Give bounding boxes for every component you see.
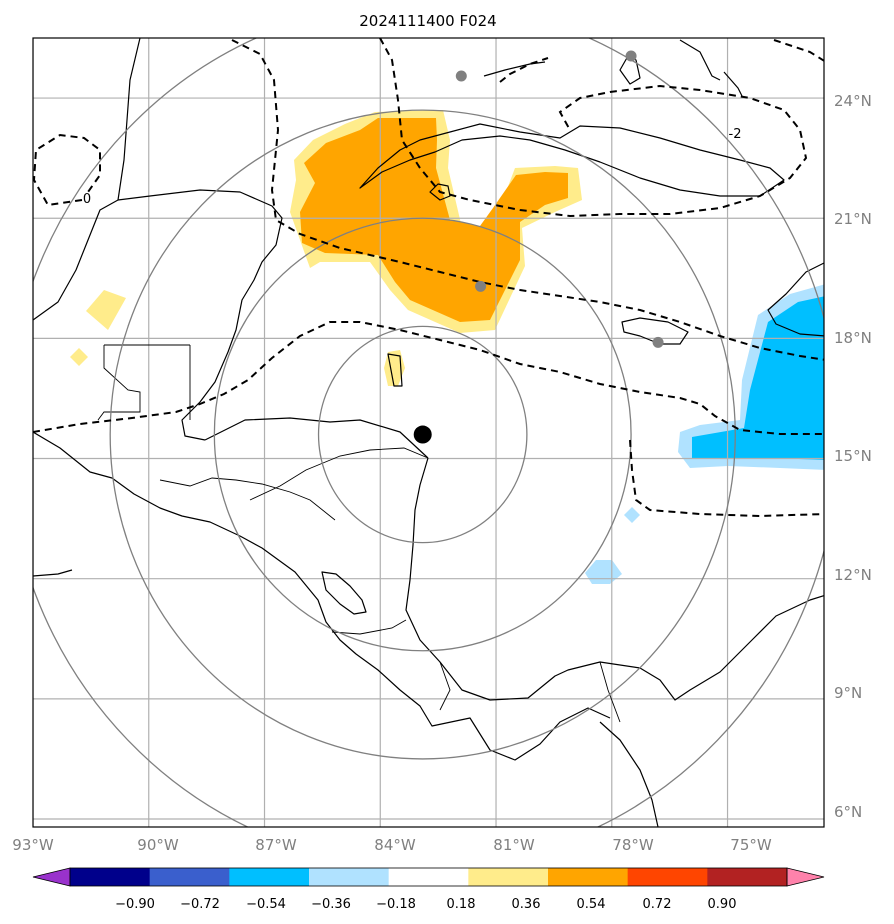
shading-cuba-orange bbox=[300, 118, 568, 322]
border-panama bbox=[439, 661, 451, 711]
station-marker bbox=[625, 50, 637, 62]
coastline-colombia-pacific bbox=[599, 721, 659, 827]
colorbar-segment bbox=[627, 868, 708, 886]
lat-label-9n: 9°N bbox=[834, 684, 862, 702]
lon-label-78w: 78°W bbox=[612, 836, 654, 854]
coastline-swan-island bbox=[387, 353, 403, 387]
colorbar-labels: −0.90 −0.72 −0.54 −0.36 −0.18 0.18 0.36 … bbox=[115, 897, 736, 912]
border-nicaragua-costa-rica bbox=[331, 619, 407, 635]
contour-nicaragua bbox=[629, 439, 824, 518]
country-borders bbox=[97, 344, 621, 723]
colorbar-segment bbox=[309, 868, 390, 886]
border-colombia bbox=[599, 661, 621, 723]
lat-label-12n: 12°N bbox=[834, 566, 872, 584]
coastlines bbox=[33, 38, 824, 827]
coastline-central-north bbox=[204, 417, 429, 459]
range-ring bbox=[109, 109, 736, 760]
contour-label-minus-two: -2 bbox=[729, 127, 742, 142]
lat-label-6n: 6°N bbox=[834, 803, 862, 821]
contour-west-loop bbox=[33, 133, 101, 207]
colorbar-segment bbox=[468, 868, 549, 886]
colorbar bbox=[32, 867, 825, 887]
shading-caribbean-dot bbox=[624, 507, 640, 523]
coastline-isle-of-youth bbox=[429, 183, 451, 201]
colorbar-label-4: −0.36 bbox=[311, 897, 351, 912]
coastline-hispaniola bbox=[767, 262, 824, 337]
colorbar-segment bbox=[548, 868, 629, 886]
contour-label-zero: 0 bbox=[83, 192, 91, 207]
contour-northeast bbox=[773, 39, 824, 62]
coastline-bahamas-east bbox=[679, 39, 721, 81]
lon-label-81w: 81°W bbox=[493, 836, 535, 854]
contour-central-lower bbox=[33, 321, 824, 435]
colorbar-segment bbox=[229, 868, 310, 886]
colorbar-label-9: 0.72 bbox=[643, 897, 672, 912]
storm-center-marker bbox=[413, 425, 432, 444]
lat-label-18n: 18°N bbox=[834, 329, 872, 347]
station-marker bbox=[455, 70, 467, 82]
border-guatemala-mexico bbox=[97, 345, 141, 421]
border-nicaragua-north bbox=[249, 447, 429, 501]
colorbar-label-7: 0.36 bbox=[512, 897, 541, 912]
colorbar-label-8: 0.54 bbox=[577, 897, 606, 912]
coastline-florida bbox=[483, 61, 546, 77]
lon-label-93w: 93°W bbox=[12, 836, 54, 854]
colorbar-extend-max bbox=[786, 867, 825, 887]
coastline-mexico-gulf bbox=[33, 38, 141, 321]
colorbar-label-2: −0.72 bbox=[180, 897, 220, 912]
station-marker bbox=[652, 336, 664, 348]
contour-florida bbox=[499, 57, 549, 83]
shading-hispaniola-blue bbox=[692, 296, 824, 460]
colorbar-segment bbox=[70, 868, 151, 886]
colorbar-segment bbox=[388, 868, 469, 886]
contour-central-upper bbox=[231, 39, 824, 361]
shading-yucatan-dot bbox=[70, 348, 88, 366]
shading-yucatan-small bbox=[86, 290, 126, 330]
lon-label-90w: 90°W bbox=[137, 836, 179, 854]
colorbar-extend-min bbox=[32, 867, 71, 887]
colorbar-label-3: −0.54 bbox=[246, 897, 286, 912]
colorbar-frame bbox=[69, 867, 788, 887]
station-markers bbox=[455, 50, 664, 348]
coastline-south-america bbox=[639, 594, 824, 701]
shading-caribbean-small bbox=[585, 560, 622, 584]
coastline-jamaica bbox=[621, 317, 689, 345]
map-title: 2024111400 F024 bbox=[359, 12, 496, 30]
colorbar-label-6: 0.18 bbox=[447, 897, 476, 912]
colorbar-segment bbox=[707, 868, 788, 886]
coastline-nicaragua-lake bbox=[321, 571, 367, 615]
colorbar-label-1: −0.90 bbox=[115, 897, 155, 912]
contours bbox=[33, 38, 824, 518]
colorbar-label-10: 0.90 bbox=[708, 897, 737, 912]
lat-label-24n: 24°N bbox=[834, 92, 872, 110]
range-ring bbox=[213, 217, 632, 652]
station-marker bbox=[475, 280, 487, 292]
lat-label-15n: 15°N bbox=[834, 447, 872, 465]
coastline-yucatan bbox=[117, 189, 283, 441]
coastline-central-pacific bbox=[33, 431, 611, 761]
range-ring bbox=[317, 325, 528, 544]
lat-label-21n: 21°N bbox=[834, 210, 872, 228]
lon-label-75w: 75°W bbox=[730, 836, 772, 854]
map-area: 0 -2 bbox=[33, 38, 824, 827]
colorbar-segment bbox=[149, 868, 230, 886]
lon-label-84w: 84°W bbox=[374, 836, 416, 854]
coastline-bahamas-east2 bbox=[723, 71, 743, 97]
lon-label-87w: 87°W bbox=[255, 836, 297, 854]
border-honduras bbox=[159, 477, 336, 521]
shaded-field-negative bbox=[585, 284, 824, 584]
map-frame bbox=[32, 37, 825, 828]
colorbar-label-5: −0.18 bbox=[376, 897, 416, 912]
coastline-cuba bbox=[359, 123, 785, 197]
coastline-mexico-pacific bbox=[33, 569, 73, 577]
contour-cuba-east bbox=[379, 38, 808, 218]
range-rings bbox=[33, 38, 824, 827]
